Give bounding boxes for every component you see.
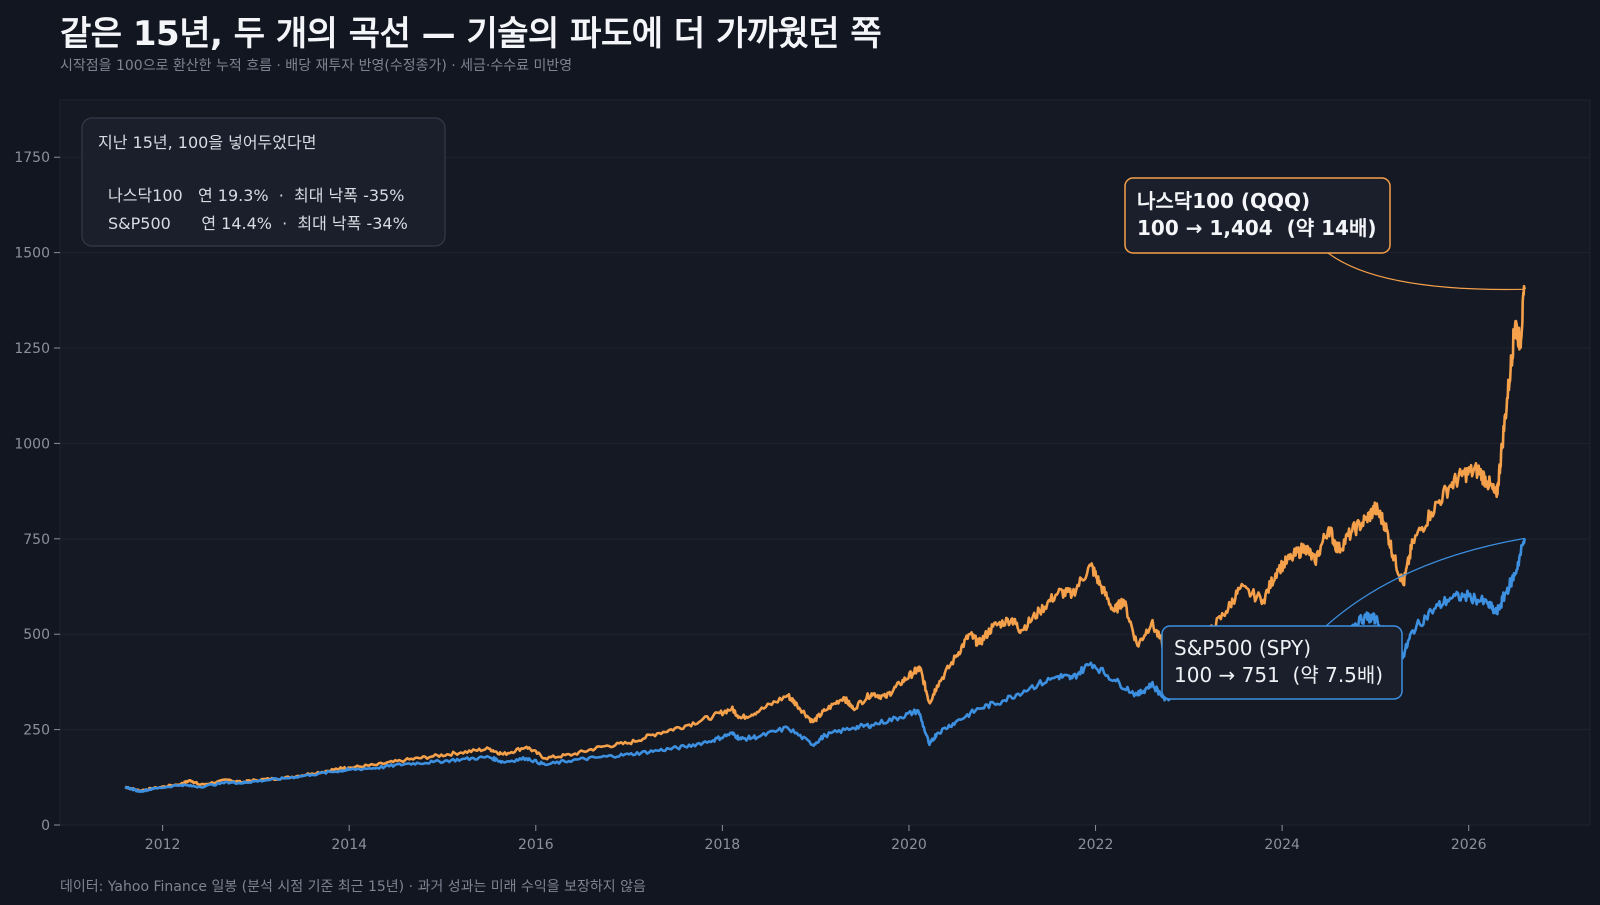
x-axis: 2012 2014 2016 2018 2020 2022 2024 2026 <box>145 825 1487 853</box>
x-tick-label: 2024 <box>1264 837 1300 853</box>
summary-box: 지난 15년, 100을 넣어두었다면 나스닥100 연 19.3% · 최대 … <box>81 117 446 247</box>
y-tick-label: 1500 <box>14 246 50 262</box>
series-line-qqq <box>124 284 1526 793</box>
qqq-annotation-line1: 나스닥100 (QQQ) <box>1137 189 1310 213</box>
x-tick-label: 2018 <box>705 837 741 853</box>
y-tick-label: 0 <box>41 818 50 834</box>
qqq-annotation: 나스닥100 (QQQ) 100 → 1,404 (약 14배) <box>1124 177 1525 291</box>
summary-row-spy: S&P500 연 14.4% · 최대 낙폭 -34% <box>108 214 408 233</box>
chart-footnote: 데이터: Yahoo Finance 일봉 (분석 시점 기준 최근 15년) … <box>60 879 646 895</box>
y-axis: 0 250 500 750 1000 1250 1500 1750 <box>14 150 60 834</box>
series-group <box>124 284 1526 794</box>
chart-subtitle: 시작점을 100으로 환산한 누적 흐름 · 배당 재투자 반영(수정종가) ·… <box>60 58 573 74</box>
gridlines <box>60 156 1590 826</box>
x-tick-label: 2022 <box>1078 837 1114 853</box>
x-tick-label: 2026 <box>1451 837 1487 853</box>
x-tick-label: 2014 <box>331 837 367 853</box>
y-tick-label: 1250 <box>14 341 50 357</box>
x-tick-label: 2020 <box>891 837 927 853</box>
summary-heading: 지난 15년, 100을 넣어두었다면 <box>98 133 316 152</box>
y-tick-label: 750 <box>23 532 50 548</box>
qqq-annotation-line2: 100 → 1,404 (약 14배) <box>1137 216 1377 240</box>
y-tick-label: 500 <box>23 627 50 643</box>
qqq-leader-line <box>1327 252 1525 291</box>
series-line-spy <box>124 538 1526 794</box>
y-tick-label: 1750 <box>14 150 50 166</box>
summary-row-qqq: 나스닥100 연 19.3% · 최대 낙폭 -35% <box>108 186 404 205</box>
spy-leader-line <box>1325 537 1525 627</box>
spy-annotation: S&P500 (SPY) 100 → 751 (약 7.5배) <box>1161 537 1525 700</box>
x-tick-label: 2012 <box>145 837 181 853</box>
y-tick-label: 250 <box>23 723 50 739</box>
spy-annotation-line2: 100 → 751 (약 7.5배) <box>1174 663 1383 687</box>
x-tick-label: 2016 <box>518 837 554 853</box>
chart-title: 같은 15년, 두 개의 곡선 — 기술의 파도에 더 가까웠던 쪽 <box>60 14 882 54</box>
spy-annotation-line1: S&P500 (SPY) <box>1174 636 1311 660</box>
y-tick-label: 1000 <box>14 436 50 452</box>
